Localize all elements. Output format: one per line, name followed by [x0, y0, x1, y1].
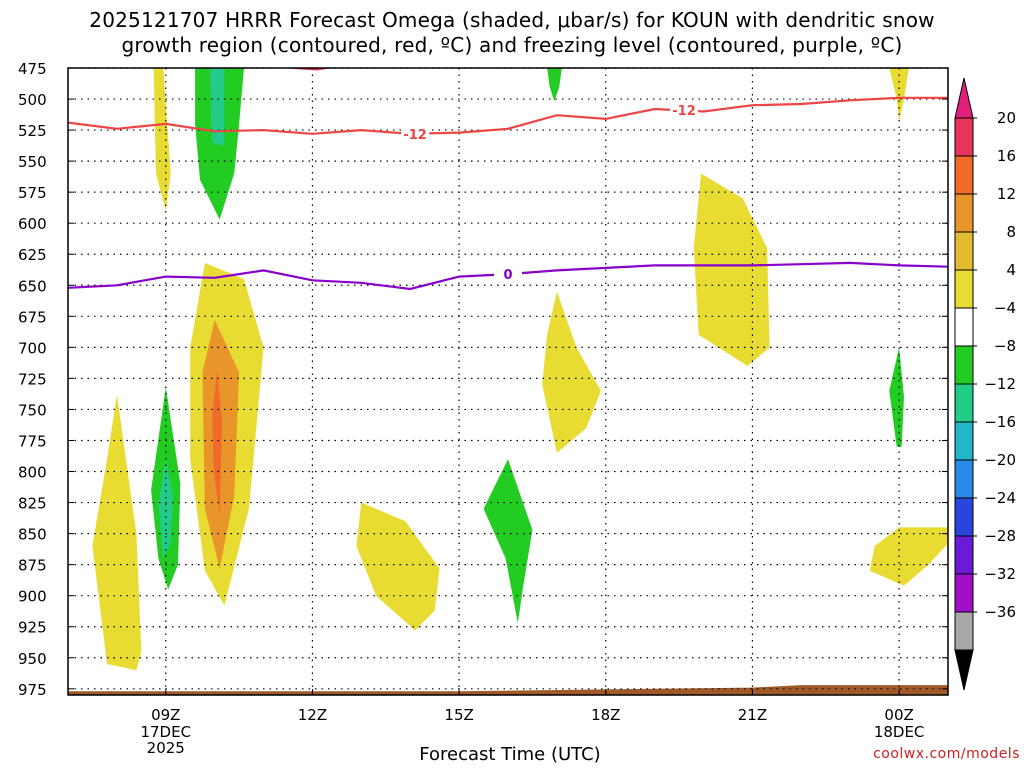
dgz-label-2: -12 [672, 104, 696, 119]
colorbar-swatch-8 [954, 421, 974, 461]
y-tick-label-950: 950 [18, 650, 47, 668]
y-tick-label-625: 625 [18, 246, 47, 264]
x-tick-label-21Z: 21Z [738, 706, 767, 724]
omega-region-yellow-low-right [869, 527, 948, 586]
colorbar-label-11: −28 [984, 527, 1016, 545]
y-tick-label-675: 675 [18, 308, 47, 326]
credit-text: coolwx.com/models [873, 746, 1020, 762]
y-tick-label-550: 550 [18, 153, 47, 171]
colorbar-swatch-0 [954, 117, 974, 157]
x-tick-year-09Z: 2025 [147, 739, 185, 757]
dgz-label-2-bg [670, 102, 698, 118]
title-line-2: growth region (contoured, red, ºC) and f… [121, 33, 903, 57]
colorbar-top-arrow [954, 77, 974, 119]
y-tick-label-875: 875 [18, 557, 47, 575]
y-tick-label-900: 900 [18, 588, 47, 606]
omega-region-yellow-mid-center [542, 291, 601, 453]
colorbar-swatch-5 [954, 307, 974, 347]
colorbar-swatch-6 [954, 345, 974, 385]
x-tick-label-09Z: 09Z [151, 706, 180, 724]
colorbar-label-8: −16 [984, 413, 1016, 431]
colorbar-label-3: 8 [1006, 223, 1016, 241]
colorbar-swatch-11 [954, 535, 974, 575]
colorbar-swatch-4 [954, 269, 974, 309]
colorbar-swatch-9 [954, 459, 974, 499]
colorbar-label-5: −4 [994, 299, 1016, 317]
colorbar-swatch-12 [954, 573, 974, 613]
omega-region-yellow-lowlevel-left [92, 394, 142, 671]
colorbar-label-6: −8 [994, 337, 1016, 355]
omega-region-teal-lowlevel-left [158, 459, 174, 559]
x-tick-label-18Z: 18Z [591, 706, 620, 724]
colorbar-swatch-3 [954, 231, 974, 271]
omega-region-green-low-right [889, 347, 904, 447]
plot-frame [67, 67, 949, 696]
colorbar-swatch-2 [954, 193, 974, 233]
freezing-level-line [68, 261, 948, 291]
y-tick-label-775: 775 [18, 432, 47, 450]
colorbar-bottom-arrow [954, 649, 974, 691]
y-tick-label-525: 525 [18, 122, 47, 140]
y-tick-label-650: 650 [18, 277, 47, 295]
x-axis-label: Forecast Time (UTC) [419, 744, 601, 765]
omega-region-yellow-upper-left [153, 68, 171, 211]
colorbar-swatch-1 [954, 155, 974, 195]
colorbar-swatch-13 [954, 611, 974, 651]
y-tick-label-725: 725 [18, 370, 47, 388]
y-tick-label-600: 600 [18, 215, 47, 233]
colorbar-label-13: −36 [984, 603, 1016, 621]
y-tick-label-825: 825 [18, 495, 47, 513]
omega-region-yellow-low-center [356, 502, 440, 631]
x-tick-label-00Z: 00Z [884, 706, 913, 724]
omega-region-orange-core [212, 369, 222, 515]
dgz-minus12-line [68, 96, 948, 135]
colorbar-label-12: −32 [984, 565, 1016, 583]
colorbar-label-10: −24 [984, 489, 1016, 507]
x-tick-label-15Z: 15Z [444, 706, 473, 724]
y-tick-label-750: 750 [18, 401, 47, 419]
dgz-label-1: -12 [403, 128, 427, 143]
omega-region-yellow-mid-right [693, 173, 770, 366]
chart-title: 2025121707 HRRR Forecast Omega (shaded, … [0, 8, 1024, 58]
omega-region-green-low-center [483, 459, 533, 623]
y-tick-label-800: 800 [18, 464, 47, 482]
y-tick-label-700: 700 [18, 339, 47, 357]
ground-terrain [68, 685, 948, 695]
colorbar-label-7: −12 [984, 375, 1016, 393]
x-tick-date-09Z: 17DEC [140, 723, 191, 741]
y-tick-label-500: 500 [18, 91, 47, 109]
colorbar-swatch-7 [954, 383, 974, 423]
colorbar-label-2: 12 [997, 185, 1016, 203]
y-tick-label-975: 975 [18, 681, 47, 699]
omega-region-green-upper-mid [547, 68, 562, 102]
dgz-label-1-bg [401, 125, 430, 141]
x-tick-date-00Z: 18DEC [874, 723, 925, 741]
colorbar-label-1: 16 [997, 147, 1016, 165]
y-tick-label-475: 475 [18, 60, 47, 78]
colorbar-label-9: −20 [984, 451, 1016, 469]
y-tick-label-925: 925 [18, 619, 47, 637]
y-tick-label-850: 850 [18, 526, 47, 544]
colorbar-label-4: 4 [1006, 261, 1016, 279]
colorbar-swatch-10 [954, 497, 974, 537]
freezing-label-bg [494, 266, 522, 282]
colorbar-label-0: 20 [997, 109, 1016, 127]
omega-region-teal-upper-jet [209, 68, 225, 147]
y-tick-label-575: 575 [18, 184, 47, 202]
x-tick-label-12Z: 12Z [298, 706, 327, 724]
title-line-1: 2025121707 HRRR Forecast Omega (shaded, … [89, 8, 935, 32]
freezing-label: 0 [503, 268, 512, 283]
